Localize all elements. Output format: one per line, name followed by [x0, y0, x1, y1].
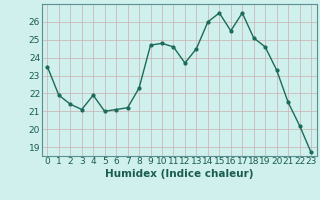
X-axis label: Humidex (Indice chaleur): Humidex (Indice chaleur) [105, 169, 253, 179]
